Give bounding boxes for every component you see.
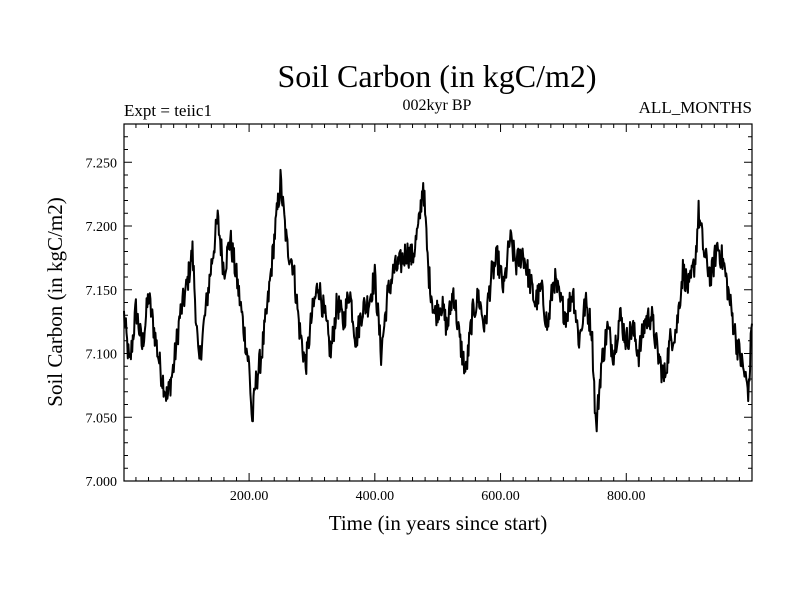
y-tick-label: 7.250	[86, 156, 118, 171]
x-tick-label: 400.00	[356, 489, 395, 504]
chart-subtitle: 002kyr BP	[403, 97, 472, 114]
y-tick-label: 7.000	[86, 475, 118, 490]
y-axis: 7.000 7.050 7.100 7.150 7.200 7.250	[86, 136, 752, 490]
experiment-label: Expt = teiic1	[124, 101, 212, 120]
x-axis-label: Time (in years since start)	[329, 511, 548, 535]
y-tick-label: 7.200	[86, 220, 118, 235]
x-tick-label: 200.00	[230, 489, 269, 504]
y-tick-label: 7.150	[86, 284, 118, 299]
months-label: ALL_MONTHS	[639, 98, 752, 117]
y-tick-label: 7.100	[86, 348, 118, 363]
x-tick-label: 800.00	[607, 489, 646, 504]
y-tick-label: 7.050	[86, 411, 118, 426]
x-axis: 200.00 400.00 600.00 800.00	[135, 124, 740, 504]
soil-carbon-line	[123, 168, 753, 433]
x-tick-label: 600.00	[481, 489, 520, 504]
y-axis-label: Soil Carbon (in kgC/m2)	[43, 197, 67, 406]
chart-title: Soil Carbon (in kgC/m2)	[277, 58, 596, 94]
